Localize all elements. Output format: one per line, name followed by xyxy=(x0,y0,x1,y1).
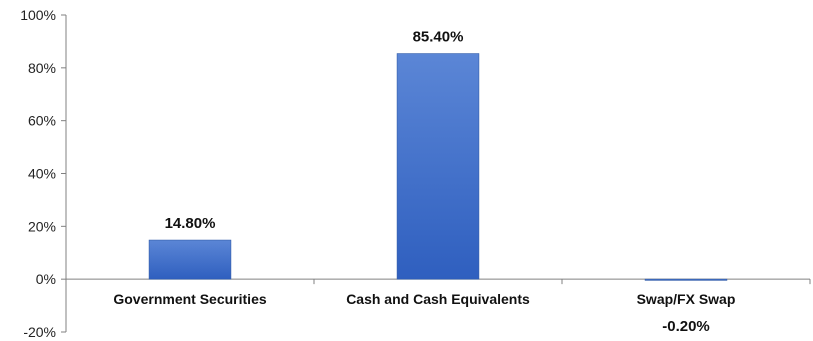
y-axis: -20% 0% 20% 40% 60% 80% 100% xyxy=(20,7,67,340)
y-tick-label: 80% xyxy=(28,60,56,76)
bars xyxy=(148,53,728,281)
data-label: -0.20% xyxy=(662,318,710,335)
bar-government-securities xyxy=(148,239,232,280)
category-label: Swap/FX Swap xyxy=(637,291,736,307)
y-tick-label: 20% xyxy=(28,218,56,234)
y-tick-label: 0% xyxy=(36,271,56,287)
category-label: Government Securities xyxy=(113,291,266,307)
data-labels: 14.80% 85.40% -0.20% xyxy=(165,29,710,336)
data-label: 14.80% xyxy=(165,215,216,232)
y-tick-label: 40% xyxy=(28,166,56,182)
y-tick-label: -20% xyxy=(23,324,56,340)
data-label: 85.40% xyxy=(413,29,464,46)
bar-swap-fx-swap xyxy=(644,278,728,281)
category-label: Cash and Cash Equivalents xyxy=(346,291,530,307)
y-tick-label: 60% xyxy=(28,113,56,129)
category-labels: Government Securities Cash and Cash Equiv… xyxy=(113,291,735,307)
y-tick-label: 100% xyxy=(20,7,56,23)
bar-cash-and-cash-equivalents xyxy=(396,53,480,280)
